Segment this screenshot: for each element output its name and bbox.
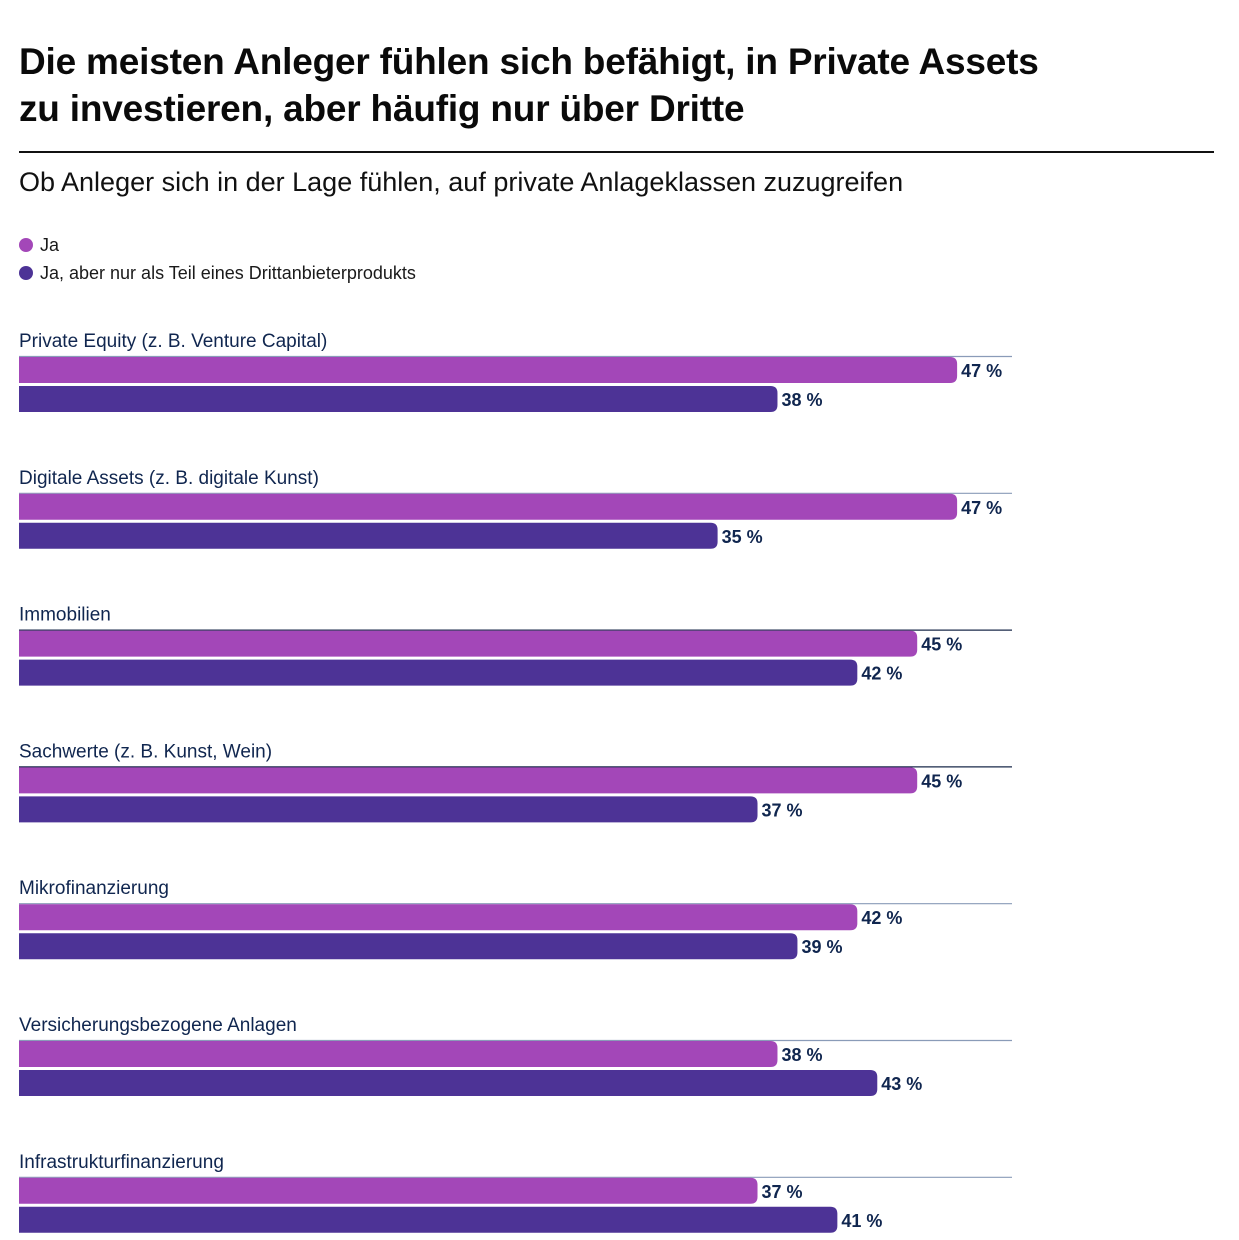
title-line-2: zu investieren, aber häufig nur über Dri… [19,88,745,129]
value-label: 37 % [762,1182,803,1202]
bar [19,767,918,794]
bar [19,630,918,657]
legend-dot-icon [19,238,33,252]
title-divider [19,151,1214,153]
value-label: 38 % [781,1045,822,1065]
category-label: Digitale Assets (z. B. digitale Kunst) [19,468,319,489]
bar [19,522,718,549]
category-label: Immobilien [19,605,111,626]
category-label: Versicherungsbezogene Anlagen [19,1015,297,1036]
value-label: 38 % [781,390,822,410]
category-label: Sachwerte (z. B. Kunst, Wein) [19,741,272,762]
category-label: Private Equity (z. B. Venture Capital) [19,331,327,352]
bar [19,1041,778,1067]
legend-item-ja: Ja [19,231,416,259]
value-label: 35 % [722,527,763,547]
bar [19,904,858,931]
category-label: Mikrofinanzierung [19,878,169,899]
bar [19,659,858,686]
value-label: 45 % [921,771,962,791]
bar [19,1070,878,1096]
bar [19,386,778,412]
value-label: 37 % [762,800,803,820]
bar [19,1206,838,1233]
bar [19,796,758,823]
value-label: 39 % [801,937,842,957]
value-label: 47 % [961,498,1002,518]
bar [19,1177,758,1204]
value-label: 42 % [861,664,902,684]
legend-label: Ja [40,234,60,255]
bar [19,933,798,960]
value-label: 41 % [841,1211,882,1231]
bar [19,493,958,520]
chart-title: Die meisten Anleger fühlen sich befähigt… [19,38,1219,132]
value-label: 42 % [861,908,902,928]
value-label: 47 % [961,361,1002,381]
legend: Ja Ja, aber nur als Teil eines Drittanbi… [19,231,416,287]
value-label: 43 % [881,1074,922,1094]
legend-label: Ja, aber nur als Teil eines Drittanbiete… [40,262,416,283]
legend-dot-icon [19,266,33,280]
legend-item-third-party: Ja, aber nur als Teil eines Drittanbiete… [19,259,416,287]
chart-subtitle: Ob Anleger sich in der Lage fühlen, auf … [19,167,904,197]
category-label: Infrastrukturfinanzierung [19,1152,224,1173]
value-label: 45 % [921,635,962,655]
title-line-1: Die meisten Anleger fühlen sich befähigt… [19,41,1039,82]
bar [19,357,958,383]
